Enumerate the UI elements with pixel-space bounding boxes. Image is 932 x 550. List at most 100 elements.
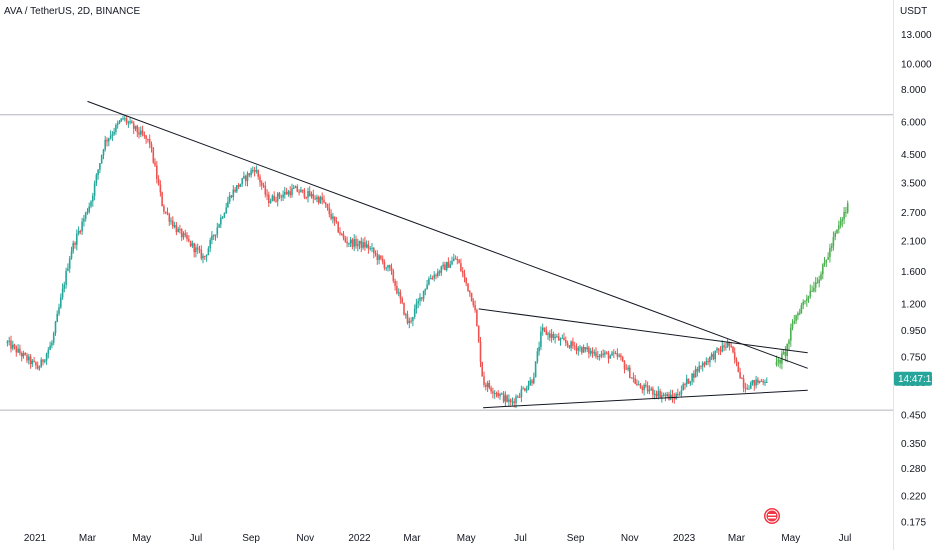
candle xyxy=(401,298,403,303)
candle xyxy=(280,196,283,198)
candle xyxy=(92,195,94,202)
candle xyxy=(8,340,10,342)
candle xyxy=(497,393,499,397)
candle xyxy=(579,347,581,349)
candle xyxy=(424,289,427,291)
candle xyxy=(428,278,430,285)
candle xyxy=(341,233,343,235)
candle xyxy=(648,390,651,392)
candle xyxy=(42,359,44,362)
current-price-tag-bg xyxy=(894,371,932,386)
candle xyxy=(563,337,565,341)
candle xyxy=(360,240,363,248)
projection-candle xyxy=(793,321,796,324)
price-tick-label: 2.100 xyxy=(901,236,926,247)
candle xyxy=(232,189,235,198)
candle xyxy=(559,338,562,341)
candle xyxy=(453,258,455,261)
candle xyxy=(442,264,444,267)
trendline[interactable] xyxy=(478,308,808,354)
candle xyxy=(244,176,247,182)
projection-candle xyxy=(832,237,835,247)
candle xyxy=(467,283,469,292)
projection-candle xyxy=(804,300,806,302)
candle xyxy=(390,267,393,271)
candle xyxy=(200,249,203,259)
candle xyxy=(188,239,190,241)
time-tick-label: Mar xyxy=(728,533,746,544)
candle xyxy=(289,191,291,196)
time-tick-label: Sep xyxy=(567,533,585,544)
candle xyxy=(51,342,53,346)
time-axis[interactable]: 2021 Mar May Jul Sep Nov 2022 Mar May Jul Sep Nov 20… xyxy=(24,533,852,544)
candle xyxy=(145,135,147,139)
candle xyxy=(237,185,240,187)
projection-candle xyxy=(823,262,826,265)
candle xyxy=(282,194,284,198)
candle xyxy=(733,352,736,360)
projection-candle xyxy=(782,352,785,354)
candle xyxy=(431,278,434,280)
candle xyxy=(454,258,457,260)
candle xyxy=(189,240,192,247)
candle xyxy=(218,224,220,228)
candle xyxy=(675,394,677,400)
projection-candle xyxy=(795,315,797,321)
candle xyxy=(433,274,435,279)
candle xyxy=(369,248,371,250)
candle xyxy=(12,344,14,349)
flag-badge-stripe xyxy=(768,517,776,519)
candle xyxy=(88,206,90,212)
candle xyxy=(597,356,599,357)
candle xyxy=(150,144,153,148)
candle xyxy=(342,234,345,239)
projection-candle xyxy=(838,225,840,230)
candle xyxy=(760,380,763,382)
candle xyxy=(557,336,560,341)
projection-candle xyxy=(839,221,842,226)
price-tick-label: 0.175 xyxy=(901,517,926,528)
price-tick-label: 10.000 xyxy=(901,60,932,71)
candle xyxy=(74,242,76,245)
projection-candle xyxy=(818,279,820,283)
trendlines[interactable] xyxy=(87,100,808,409)
candle xyxy=(465,277,467,284)
candle xyxy=(620,355,622,358)
candle xyxy=(460,263,462,271)
candle xyxy=(732,346,734,353)
projection-candle xyxy=(784,352,787,357)
candle xyxy=(358,240,361,245)
candle xyxy=(613,352,615,354)
candle xyxy=(410,320,412,322)
candle xyxy=(645,384,647,386)
projection-candle xyxy=(798,313,801,315)
price-tick-label: 3.500 xyxy=(901,179,926,190)
candle xyxy=(300,189,302,193)
candle xyxy=(495,393,498,395)
candle xyxy=(396,286,398,294)
candle xyxy=(351,239,354,247)
trendline[interactable] xyxy=(87,100,808,369)
candle xyxy=(671,394,674,398)
candle xyxy=(67,268,69,271)
candle xyxy=(490,387,492,392)
candle xyxy=(35,361,37,366)
candle xyxy=(122,118,124,120)
candle xyxy=(381,258,384,263)
candle xyxy=(109,135,112,139)
candle xyxy=(525,388,528,391)
candle xyxy=(646,385,649,392)
time-tick-label: May xyxy=(132,533,151,544)
candle xyxy=(362,242,364,248)
flag-badge-icon[interactable] xyxy=(764,508,780,524)
candle xyxy=(641,387,644,391)
candle xyxy=(346,241,348,244)
price-tick-label: 4.500 xyxy=(901,150,926,161)
candle xyxy=(602,353,604,355)
projection-candle xyxy=(779,359,781,364)
candle xyxy=(330,214,332,219)
trendline[interactable] xyxy=(483,389,808,409)
candle xyxy=(481,362,483,377)
candle xyxy=(566,343,569,346)
